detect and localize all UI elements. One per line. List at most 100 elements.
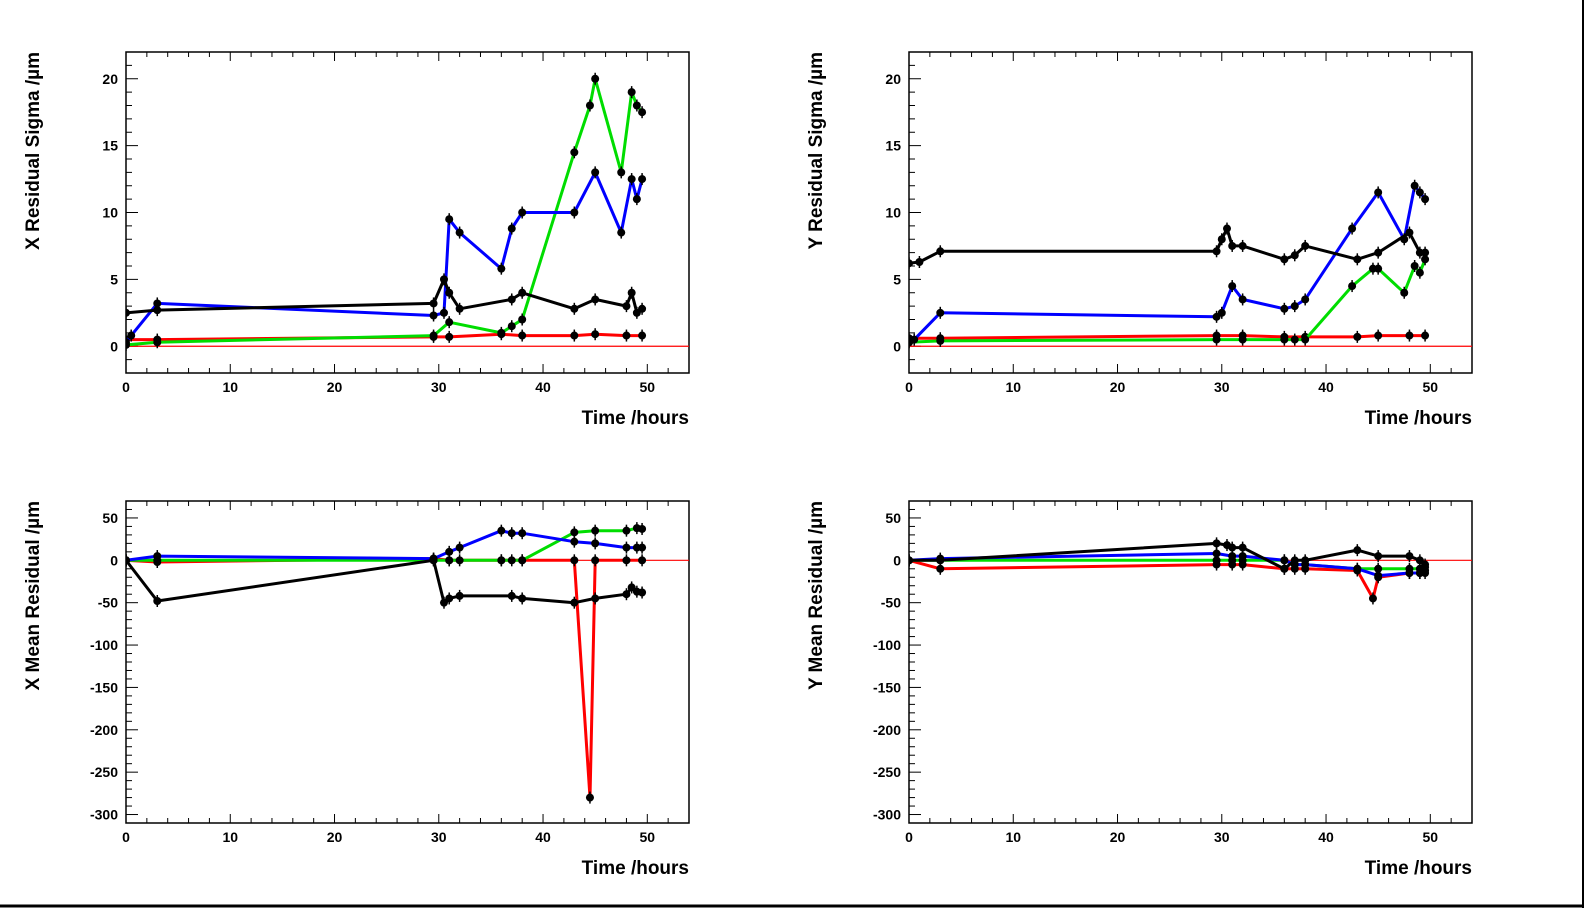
data-point (909, 259, 913, 268)
y-tick-label: 15 (885, 138, 901, 154)
y-tick-label: -100 (90, 637, 118, 653)
data-point (507, 322, 516, 331)
data-point (497, 556, 506, 565)
data-point (507, 295, 516, 304)
data-point (570, 331, 579, 340)
data-point (153, 338, 162, 347)
data-point (1374, 264, 1383, 273)
data-point (570, 148, 579, 157)
y-tick-label: 0 (110, 338, 118, 354)
panel-x-residual-sigma: 0 10 20 30 40 50 0 5 10 15 20 Time /hours X Residu… (23, 51, 690, 429)
data-point (591, 168, 600, 177)
y-tick-label: -200 (873, 722, 901, 738)
data-point (632, 195, 641, 204)
y-tick-label: 50 (102, 510, 118, 526)
data-point (445, 332, 454, 341)
x-tick-label: 20 (1110, 829, 1126, 845)
x-axis-title: Time /hours (1365, 408, 1472, 429)
x-axis-title: Time /hours (582, 408, 689, 429)
x-tick-label: 10 (1005, 379, 1021, 395)
data-point (126, 338, 130, 347)
data-point (591, 539, 600, 548)
series-line-blue (909, 184, 1427, 344)
data-point (1290, 302, 1299, 311)
data-point (1374, 188, 1383, 197)
data-layer (909, 179, 1472, 349)
data-point (153, 299, 162, 308)
data-point (1353, 332, 1362, 341)
data-point (1280, 556, 1289, 565)
x-axis-title: Time /hours (1365, 858, 1472, 879)
data-point (445, 318, 454, 327)
x-tick-label: 40 (535, 379, 551, 395)
data-point (915, 257, 924, 266)
data-point (507, 529, 516, 538)
data-point (1353, 564, 1362, 573)
plot-frame (908, 51, 1473, 374)
data-point (585, 793, 594, 802)
y-axis-title: Y Mean Residual /µm (806, 501, 827, 690)
data-point (1228, 552, 1237, 561)
data-point (1421, 331, 1430, 340)
y-tick-label: -250 (90, 764, 118, 780)
data-point (1301, 241, 1310, 250)
data-point (1290, 335, 1299, 344)
data-point (1290, 251, 1299, 260)
data-point (622, 526, 631, 535)
data-point (1410, 262, 1419, 270)
x-tick-label: 50 (1423, 829, 1439, 845)
data-point (1421, 195, 1430, 204)
data-point (622, 302, 631, 311)
data-layer (126, 72, 689, 351)
y-tick-label: 5 (893, 271, 901, 287)
data-point (1368, 594, 1377, 603)
data-point (518, 529, 527, 538)
data-point (1212, 335, 1221, 344)
data-point (632, 101, 641, 110)
data-point (1415, 188, 1424, 197)
y-tick-label: -250 (873, 764, 901, 780)
x-tick-label: 30 (1214, 379, 1230, 395)
data-point (439, 308, 448, 317)
y-tick-label: 10 (102, 205, 118, 221)
plot-frame (125, 500, 690, 824)
y-tick-label: 0 (893, 338, 901, 354)
data-point (638, 175, 647, 184)
data-point (570, 528, 579, 537)
data-point (497, 328, 506, 337)
data-point (1348, 224, 1357, 233)
data-point (153, 596, 162, 605)
data-point (507, 224, 516, 233)
y-tick-label: -300 (90, 807, 118, 823)
data-point (127, 331, 136, 340)
data-point (1374, 571, 1383, 580)
data-point (507, 591, 516, 600)
data-point (1238, 295, 1247, 304)
data-layer (909, 537, 1472, 605)
x-tick-label: 40 (535, 829, 551, 845)
y-tick-label: 5 (110, 271, 118, 287)
data-point (622, 543, 631, 552)
y-tick-label: -300 (873, 807, 901, 823)
data-point (1400, 288, 1409, 297)
x-tick-label: 40 (1318, 379, 1334, 395)
x-tick-label: 30 (431, 379, 447, 395)
data-point (1212, 549, 1221, 558)
data-point (591, 74, 600, 83)
y-tick-label: 50 (885, 510, 901, 526)
data-point (1280, 564, 1289, 573)
plot-frame (908, 500, 1473, 824)
data-point (1280, 335, 1289, 344)
data-point (445, 594, 454, 603)
data-point (1374, 552, 1383, 561)
data-point (126, 308, 130, 317)
x-tick-label: 10 (222, 829, 238, 845)
data-point (1238, 552, 1247, 561)
data-point (429, 299, 438, 308)
x-tick-label: 0 (122, 829, 130, 845)
data-point (622, 331, 631, 340)
data-point (570, 537, 579, 546)
x-tick-label: 0 (905, 829, 913, 845)
panel-y-mean-residual: 0 10 20 30 40 50 50 0 -50 -100 -150 -200 -250 -300 Ti… (806, 500, 1473, 879)
data-point (1280, 304, 1289, 313)
